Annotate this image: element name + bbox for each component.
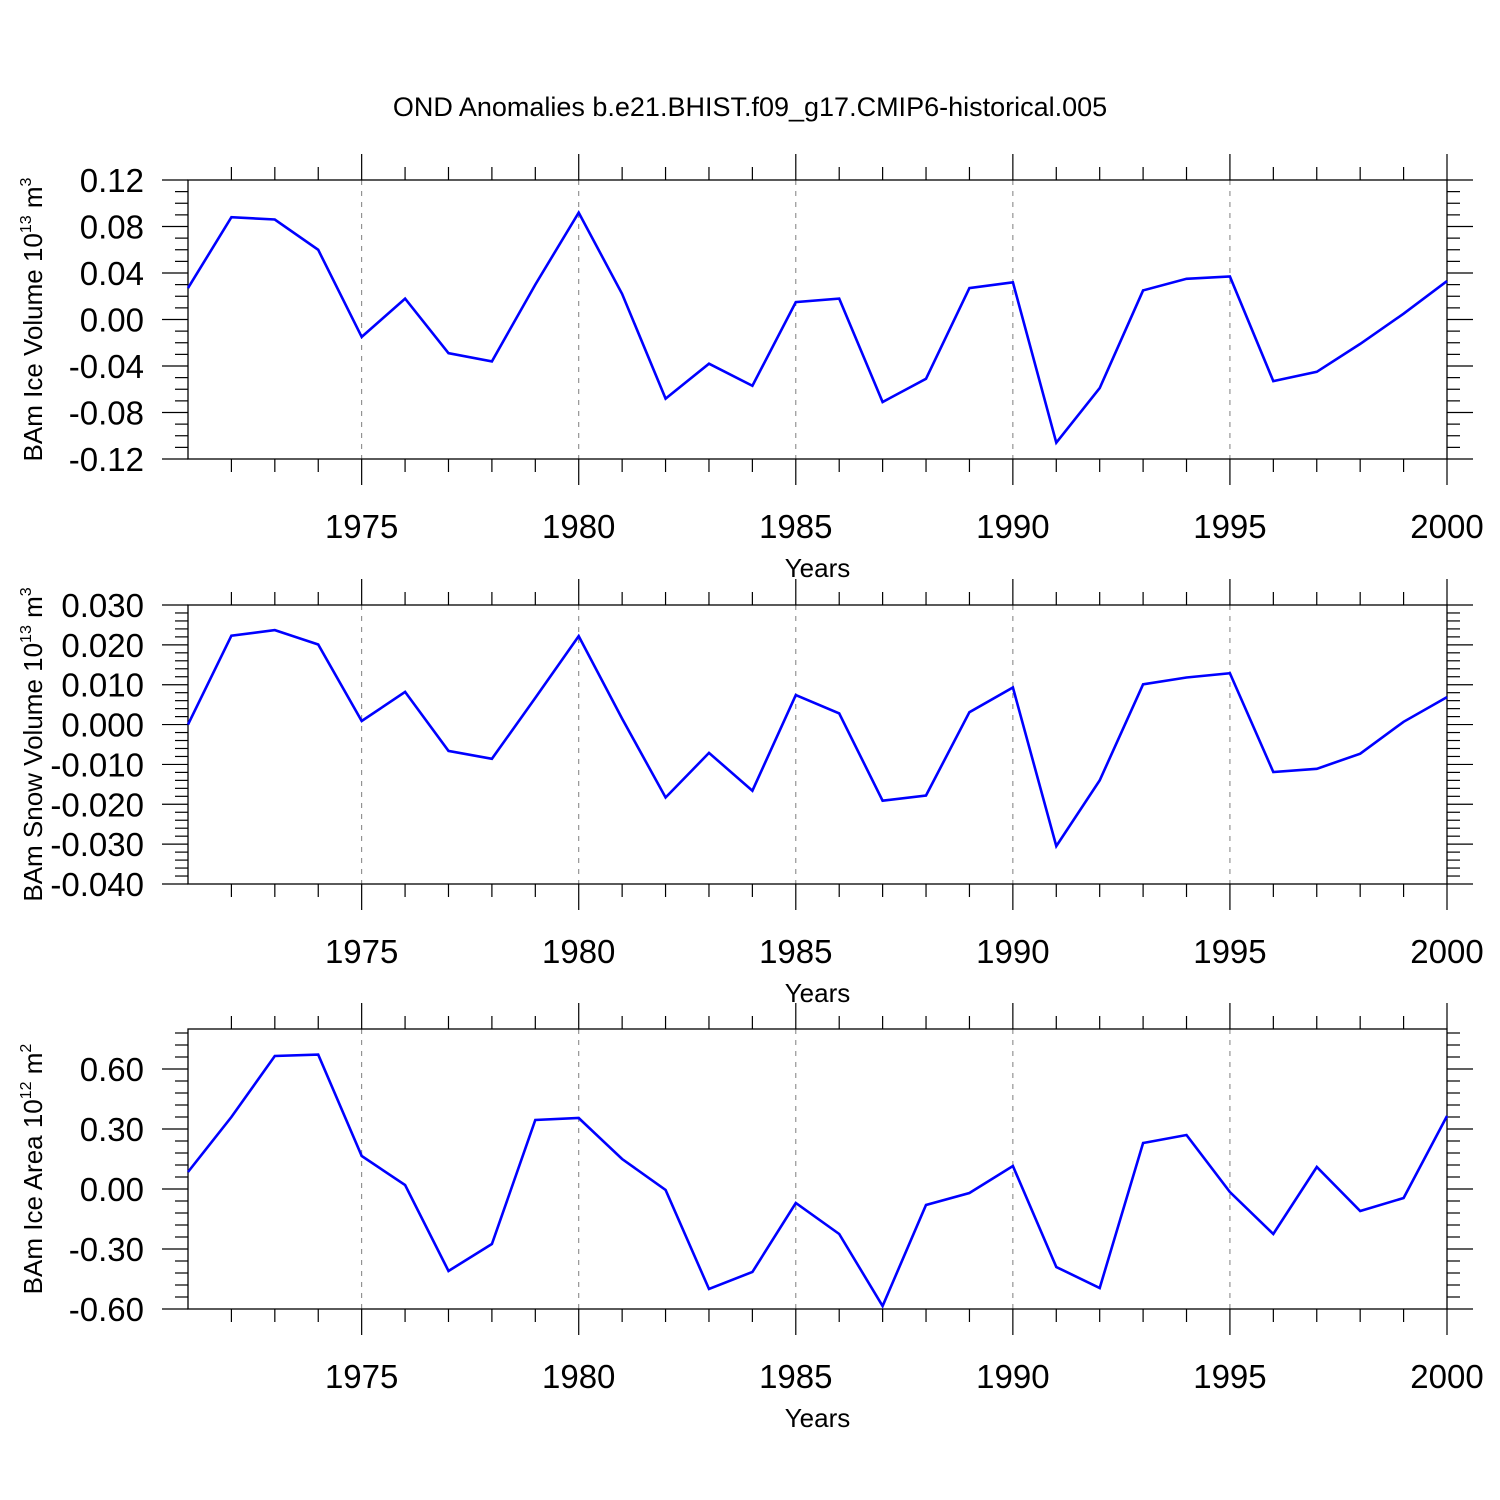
y-tick-label: 0.12 bbox=[80, 162, 144, 199]
chart-title: OND Anomalies b.e21.BHIST.f09_g17.CMIP6-… bbox=[393, 92, 1107, 122]
y-axis-label-superscript: 3 bbox=[18, 587, 35, 596]
y-tick-label: -0.60 bbox=[69, 1291, 144, 1328]
y-tick-label: 0.04 bbox=[80, 255, 144, 292]
y-axis-label-text: m bbox=[18, 596, 48, 625]
panels: 1975 1980 1985 1990 1995 2000 0.12 0.08 0.04 0.00… bbox=[18, 154, 1484, 1433]
x-tick-label: 1990 bbox=[976, 933, 1049, 970]
y-axis-label-text: m bbox=[18, 186, 48, 215]
y-tick-label: 0.00 bbox=[80, 1171, 144, 1208]
x-tick-label: 1995 bbox=[1193, 508, 1266, 545]
y-tick-label: -0.04 bbox=[69, 348, 144, 385]
series-line bbox=[186, 209, 1448, 446]
chart-panel-1: 1975 1980 1985 1990 1995 2000 0.12 0.08 0.04 0.00… bbox=[18, 154, 1484, 583]
y-axis-label-superscript: 2 bbox=[18, 1044, 35, 1053]
x-tick-label: 1980 bbox=[542, 1358, 615, 1395]
y-axis-label-text: BAm Ice Area 10 bbox=[18, 1099, 48, 1294]
y-axis-label-superscript: 3 bbox=[18, 177, 35, 186]
y-tick-label: -0.040 bbox=[50, 866, 144, 903]
y-tick-label: 0.60 bbox=[80, 1051, 144, 1088]
series-line bbox=[186, 628, 1448, 850]
chart-panel-3: 1975 1980 1985 1990 1995 2000 0.60 0.30 0.00 -0.3… bbox=[18, 1003, 1484, 1433]
plot-frame bbox=[187, 1028, 1448, 1310]
x-axis-label: Years bbox=[785, 978, 851, 1008]
y-axis-label-text: BAm Ice Volume 10 bbox=[18, 233, 48, 461]
x-tick-label: 1975 bbox=[325, 933, 398, 970]
plot-frame bbox=[187, 604, 1448, 885]
y-tick-label: 0.030 bbox=[61, 587, 144, 624]
y-tick-label: -0.030 bbox=[50, 826, 144, 863]
x-tick-label: 1995 bbox=[1193, 933, 1266, 970]
y-tick-label: 0.010 bbox=[61, 667, 144, 704]
x-tick-label: 1980 bbox=[542, 508, 615, 545]
x-axis-label: Years bbox=[785, 553, 851, 583]
y-axis-label-text: m bbox=[18, 1053, 48, 1082]
y-tick-label: -0.12 bbox=[69, 441, 144, 478]
y-axis-label-text: BAm Snow Volume 10 bbox=[18, 643, 48, 902]
x-tick-label: 1990 bbox=[976, 508, 1049, 545]
y-tick-label: -0.08 bbox=[69, 395, 144, 432]
chart-panel-2: 1975 1980 1985 1990 1995 2000 0.0300.0200.0100… bbox=[18, 579, 1484, 1008]
x-tick-label: 1985 bbox=[759, 508, 832, 545]
y-axis-label-superscript: 12 bbox=[18, 1081, 35, 1099]
y-tick-label: 0.08 bbox=[80, 209, 144, 246]
x-tick-label: 2000 bbox=[1410, 933, 1483, 970]
y-tick-label: -0.30 bbox=[69, 1231, 144, 1268]
y-axis-label: BAm Ice Area 1012 m2 bbox=[18, 1044, 48, 1295]
x-tick-label: 1985 bbox=[759, 933, 832, 970]
series-line bbox=[186, 1053, 1449, 1309]
plot-frame bbox=[187, 179, 1448, 460]
x-tick-label: 1995 bbox=[1193, 1358, 1266, 1395]
y-axis-label-superscript: 13 bbox=[18, 625, 35, 643]
x-tick-label: 2000 bbox=[1410, 508, 1483, 545]
x-tick-label: 2000 bbox=[1410, 1358, 1483, 1395]
x-tick-label: 1980 bbox=[542, 933, 615, 970]
x-tick-label: 1975 bbox=[325, 1358, 398, 1395]
y-tick-label: -0.020 bbox=[50, 786, 144, 823]
x-tick-label: 1990 bbox=[976, 1358, 1049, 1395]
y-axis-label: BAm Snow Volume 1013 m3 bbox=[18, 587, 48, 901]
y-tick-label: 0.020 bbox=[61, 627, 144, 664]
x-axis-label: Years bbox=[785, 1403, 851, 1433]
y-tick-label: 0.00 bbox=[80, 302, 144, 339]
y-axis-label: BAm Ice Volume 1013 m3 bbox=[18, 177, 48, 461]
y-tick-label: 0.000 bbox=[61, 707, 144, 744]
x-tick-label: 1985 bbox=[759, 1358, 832, 1395]
y-tick-label: -0.010 bbox=[50, 746, 144, 783]
x-tick-label: 1975 bbox=[325, 508, 398, 545]
y-axis-label-superscript: 13 bbox=[18, 215, 35, 233]
y-tick-label: 0.30 bbox=[80, 1111, 144, 1148]
